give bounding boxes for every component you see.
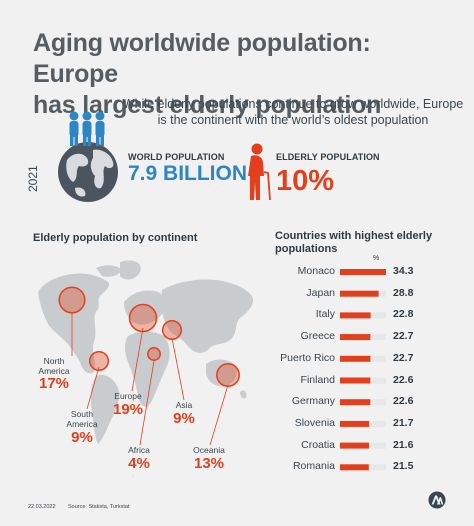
continent-value-oceania: 13% (193, 455, 225, 472)
leader-line-south-america (86, 366, 100, 410)
bar-croatia (340, 442, 369, 449)
percent-unit-label: % (373, 255, 380, 262)
continent-label-asia: Asia (175, 400, 193, 410)
bubble-asia (161, 319, 183, 341)
bar-germany (340, 399, 371, 406)
bar-slovenia (340, 420, 370, 427)
country-value-germany: 22.6 (393, 395, 414, 408)
continent-value-asia: 9% (173, 410, 195, 427)
world-population-label: WORLD POPULATION (128, 152, 225, 162)
elderly-population-label: ELDERLY POPULATION (276, 152, 380, 162)
country-value-italy: 22.8 (393, 308, 414, 321)
country-label-greece: Greece (300, 330, 335, 343)
bubble-oceania (216, 363, 240, 387)
continent-label-oceania: Oceania (193, 445, 225, 455)
country-value-finland: 22.6 (393, 373, 414, 386)
footer-date: 22.03.2022 (28, 504, 56, 510)
globe-icon (58, 142, 118, 202)
bar-romania (340, 464, 369, 471)
elderly-person-icon (248, 143, 271, 201)
continent-value-africa: 4% (128, 455, 150, 472)
country-label-monaco: Monaco (297, 265, 335, 277)
people-group-icon (69, 111, 105, 146)
leader-line-europe (131, 327, 144, 392)
country-value-puerto-rico: 22.7 (393, 351, 414, 364)
bar-greece (340, 334, 371, 341)
elderly-population-value: 10% (276, 165, 335, 197)
bar-monaco (340, 269, 386, 275)
country-label-slovenia: Slovenia (294, 416, 335, 429)
globe-people-illustration (58, 111, 118, 202)
continent-value-south-america: 9% (71, 429, 93, 446)
country-label-croatia: Croatia (301, 438, 335, 451)
country-label-italy: Italy (315, 308, 335, 321)
country-value-romania: 21.5 (393, 460, 414, 473)
continent-label-africa: Africa (128, 445, 150, 455)
continent-value-north-america: 17% (38, 375, 70, 392)
continent-label-north-america: North America (38, 356, 70, 376)
continent-label-europe: Europe (114, 391, 142, 401)
country-chart-title: Countries with highest elderly populatio… (275, 230, 433, 255)
leader-line-oceania (209, 384, 229, 446)
world-map-icon (38, 260, 254, 444)
country-label-japan: Japan (306, 286, 335, 299)
anadolu-logo (428, 491, 446, 509)
country-label-puerto-rico: Puerto Rico (280, 351, 335, 364)
bubble-south-america (88, 350, 110, 372)
country-value-greece: 22.7 (393, 330, 414, 343)
bar-italy (340, 312, 371, 319)
bar-puerto-rico (340, 355, 371, 362)
world-map (38, 260, 254, 446)
country-value-japan: 28.8 (393, 286, 414, 299)
bubble-north-america (58, 286, 86, 314)
subtitle: While elderly populations continue to gr… (122, 97, 464, 127)
footer-source: Source: Statista, Turkstat (68, 504, 130, 510)
title-line-1: Aging worldwide population: Europe (33, 29, 371, 88)
bubble-europe (128, 303, 158, 333)
bar-japan (340, 290, 379, 297)
page-title: Aging worldwide population: Europe has l… (33, 28, 453, 121)
world-population-value: 7.9 BILLION (128, 162, 248, 185)
country-label-finland: Finland (300, 373, 335, 386)
country-value-monaco: 34.3 (393, 265, 414, 277)
continent-chart-title: Elderly population by continent (33, 232, 198, 244)
bar-finland (340, 377, 371, 384)
country-label-romania: Romania (292, 460, 335, 473)
leader-line-africa (139, 360, 155, 446)
bubble-africa (147, 347, 161, 361)
continent-value-europe: 19% (112, 401, 144, 418)
continent-label-south-america: South America (66, 409, 98, 429)
country-value-slovenia: 21.7 (393, 416, 414, 429)
country-label-germany: Germany (291, 395, 335, 408)
country-value-croatia: 21.6 (393, 438, 414, 451)
leader-line-asia (171, 337, 185, 401)
